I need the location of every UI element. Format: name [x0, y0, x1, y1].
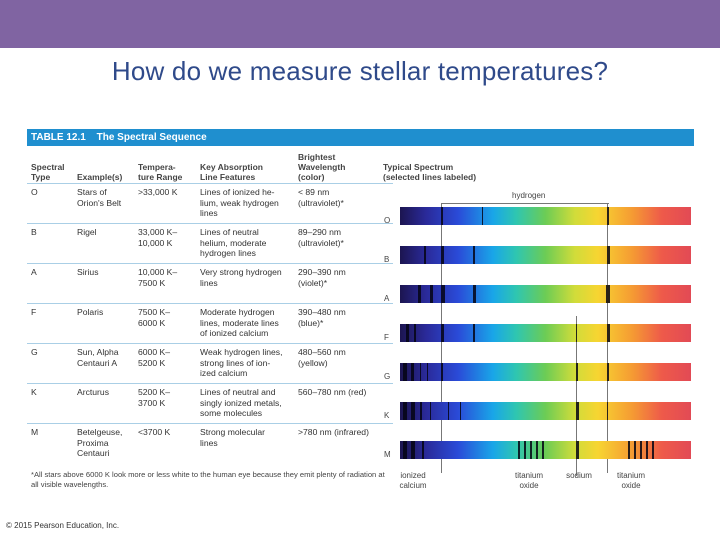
row-features: Weak hydrogen lines, strong lines of ion…: [200, 347, 283, 379]
row-features: Lines of neutral helium, moderate hydrog…: [200, 227, 267, 259]
spectrum-letter: G: [384, 372, 391, 381]
row-wavelength: 390–480 nm (blue)*: [298, 307, 346, 328]
label-titanium-oxide: titanium oxide: [514, 471, 543, 490]
row-temp: 33,000 K– 10,000 K: [138, 227, 178, 248]
spectrum-g: [400, 363, 691, 381]
row-temp: <3700 K: [138, 427, 171, 437]
table-row-b: B Rigel 33,000 K– 10,000 K Lines of neut…: [27, 223, 393, 263]
spectrum-column: O B A F G: [384, 196, 694, 495]
spectrum-letter: B: [384, 255, 390, 264]
row-type: F: [31, 307, 37, 317]
table-number: TABLE 12.1: [31, 132, 86, 143]
row-temp: 6000 K– 5200 K: [138, 347, 171, 368]
row-examples: Stars of Orion's Belt: [77, 187, 122, 208]
row-examples: Polaris: [77, 307, 104, 317]
row-features: Very strong hydrogen lines: [200, 267, 282, 288]
row-type: B: [31, 227, 37, 237]
copyright-text: © 2015 Pearson Education, Inc.: [6, 521, 120, 530]
row-features: Lines of ionized he- lium, weak hydrogen…: [200, 187, 279, 219]
row-temp: >33,000 K: [138, 187, 178, 197]
spectral-sequence-table: TABLE 12.1 The Spectral Sequence Spectra…: [27, 129, 694, 495]
col-head-spectrum: Typical Spectrum (selected lines labeled…: [383, 162, 477, 182]
label-titanium-oxide: titanium oxide: [616, 471, 645, 490]
spectrum-k: [400, 402, 691, 420]
row-wavelength: 480–560 nm (yellow): [298, 347, 346, 368]
label-hydrogen: hydrogen: [512, 191, 546, 200]
slide-title: How do we measure stellar temperatures?: [111, 56, 609, 86]
row-features: Strong molecular lines: [200, 427, 265, 448]
row-wavelength: 560–780 nm (red): [298, 387, 367, 397]
spectrum-letter: O: [384, 216, 391, 225]
row-temp: 5200 K– 3700 K: [138, 387, 171, 408]
row-wavelength: < 89 nm (ultraviolet)*: [298, 187, 344, 208]
col-head-temp: Tempera- ture Range: [138, 162, 183, 182]
spectrum-b: [400, 246, 691, 264]
row-temp: 10,000 K– 7500 K: [138, 267, 178, 288]
table-row-g: G Sun, Alpha Centauri A 6000 K– 5200 K W…: [27, 343, 393, 383]
table-name: The Spectral Sequence: [96, 132, 207, 143]
spectrum-a: [400, 285, 691, 303]
table-header-bar: TABLE 12.1 The Spectral Sequence: [27, 129, 694, 146]
row-type: K: [31, 387, 37, 397]
col-head-type: Spectral Type: [31, 162, 65, 182]
table-row-m: M Betelgeuse, Proxima Centauri <3700 K S…: [27, 423, 393, 465]
col-head-examples: Example(s): [77, 172, 123, 182]
table-row-f: F Polaris 7500 K– 6000 K Moderate hydrog…: [27, 303, 393, 343]
col-head-wavelength: Brightest Wavelength (color): [298, 152, 346, 182]
row-wavelength: >780 nm (infrared): [298, 427, 369, 437]
spectrum-letter: K: [384, 411, 390, 420]
row-temp: 7500 K– 6000 K: [138, 307, 171, 328]
spectrum-letter: M: [384, 450, 391, 459]
spectrum-letter: F: [384, 333, 389, 342]
row-features: Lines of neutral and singly ionized meta…: [200, 387, 282, 419]
row-examples: Betelgeuse, Proxima Centauri: [77, 427, 123, 459]
row-features: Moderate hydrogen lines, moderate lines …: [200, 307, 279, 339]
label-sodium: sodium: [566, 471, 592, 480]
table-row-k: K Arcturus 5200 K– 3700 K Lines of neutr…: [27, 383, 393, 423]
title-accent-bar: [0, 0, 720, 48]
spectrum-f: [400, 324, 691, 342]
col-head-features: Key Absorption Line Features: [200, 162, 263, 182]
row-examples: Sun, Alpha Centauri A: [77, 347, 119, 368]
row-wavelength: 290–390 nm (violet)*: [298, 267, 346, 288]
row-type: M: [31, 427, 39, 437]
row-type: A: [31, 267, 37, 277]
table-row-a: A Sirius 10,000 K– 7500 K Very strong hy…: [27, 263, 393, 303]
row-type: G: [31, 347, 38, 357]
row-examples: Rigel: [77, 227, 97, 237]
sodium-guide-line: [576, 316, 577, 476]
row-examples: Arcturus: [77, 387, 109, 397]
hydrogen-bracket: [441, 203, 609, 204]
spectrum-letter: A: [384, 294, 390, 303]
row-wavelength: 89–290 nm (ultraviolet)*: [298, 227, 344, 248]
row-examples: Sirius: [77, 267, 99, 277]
label-ionized-calcium: ionized calcium: [399, 471, 427, 490]
spectrum-o: [400, 207, 691, 225]
spectrum-m: [400, 441, 691, 459]
table-row-o: O Stars of Orion's Belt >33,000 K Lines …: [27, 183, 393, 223]
table-footnote: *All stars above 6000 K look more or les…: [31, 470, 385, 489]
row-type: O: [31, 187, 38, 197]
